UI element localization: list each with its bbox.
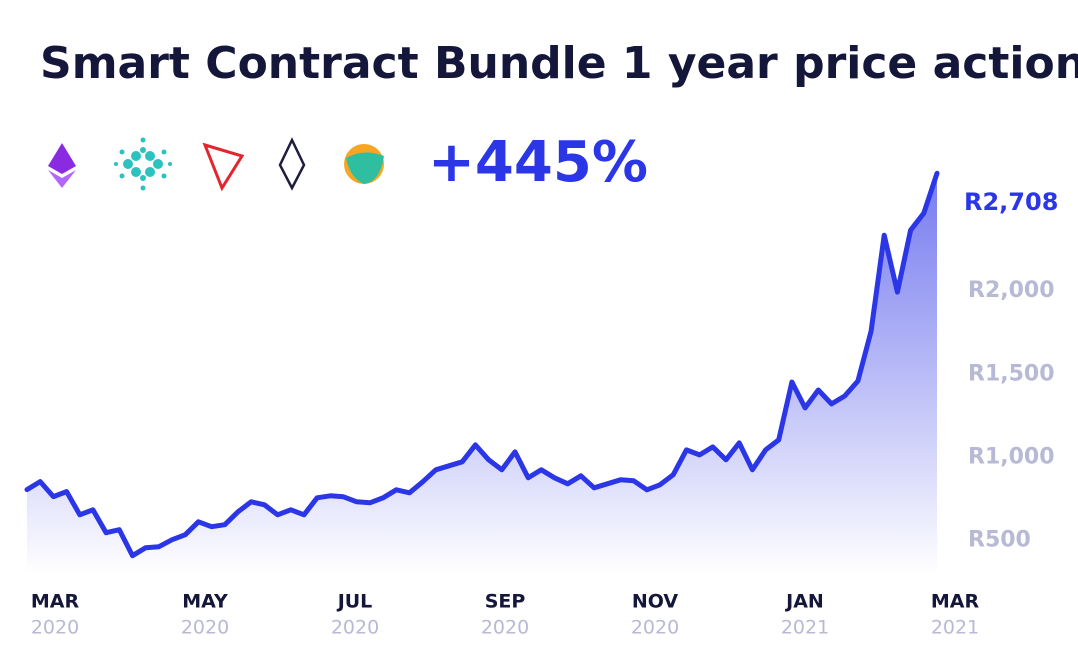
y-tick-label: R500 <box>968 528 1031 553</box>
trx-icon <box>202 142 245 192</box>
x-tick-year: 2020 <box>31 617 79 639</box>
change: +445% <box>428 130 648 195</box>
ada-icon <box>114 137 172 191</box>
line <box>24 170 940 559</box>
chart-title: Smart Contract Bundle 1 year price actio… <box>40 38 1078 89</box>
x-tick-year: 2021 <box>931 617 979 639</box>
x-tick-month: SEP <box>485 591 526 613</box>
value-label: R2,708 <box>964 188 1058 216</box>
area <box>27 173 937 575</box>
icons <box>48 137 384 192</box>
eos-icon <box>278 137 306 191</box>
x-tick-year: 2020 <box>481 617 529 639</box>
y-tick-label: R2,000 <box>968 278 1055 303</box>
x-tick-year: 2021 <box>781 617 829 639</box>
x-tick-year: 2020 <box>181 617 229 639</box>
x-tick-month: JUL <box>336 591 373 613</box>
y-tick-label: R1,500 <box>968 361 1055 386</box>
eth-icon <box>48 143 76 174</box>
x-tick-year: 2020 <box>331 617 379 639</box>
y-tick-label: R1,000 <box>968 445 1055 470</box>
xem-icon-part <box>346 152 384 184</box>
x-tick-month: MAY <box>182 591 228 613</box>
x-tick-month: MAR <box>931 591 980 613</box>
x-tick-month: JAN <box>784 591 824 613</box>
eth-icon-base <box>48 170 76 188</box>
x-tick-year: 2020 <box>631 617 679 639</box>
x-tick-month: MAR <box>31 591 80 613</box>
x-tick-month: NOV <box>632 591 679 613</box>
